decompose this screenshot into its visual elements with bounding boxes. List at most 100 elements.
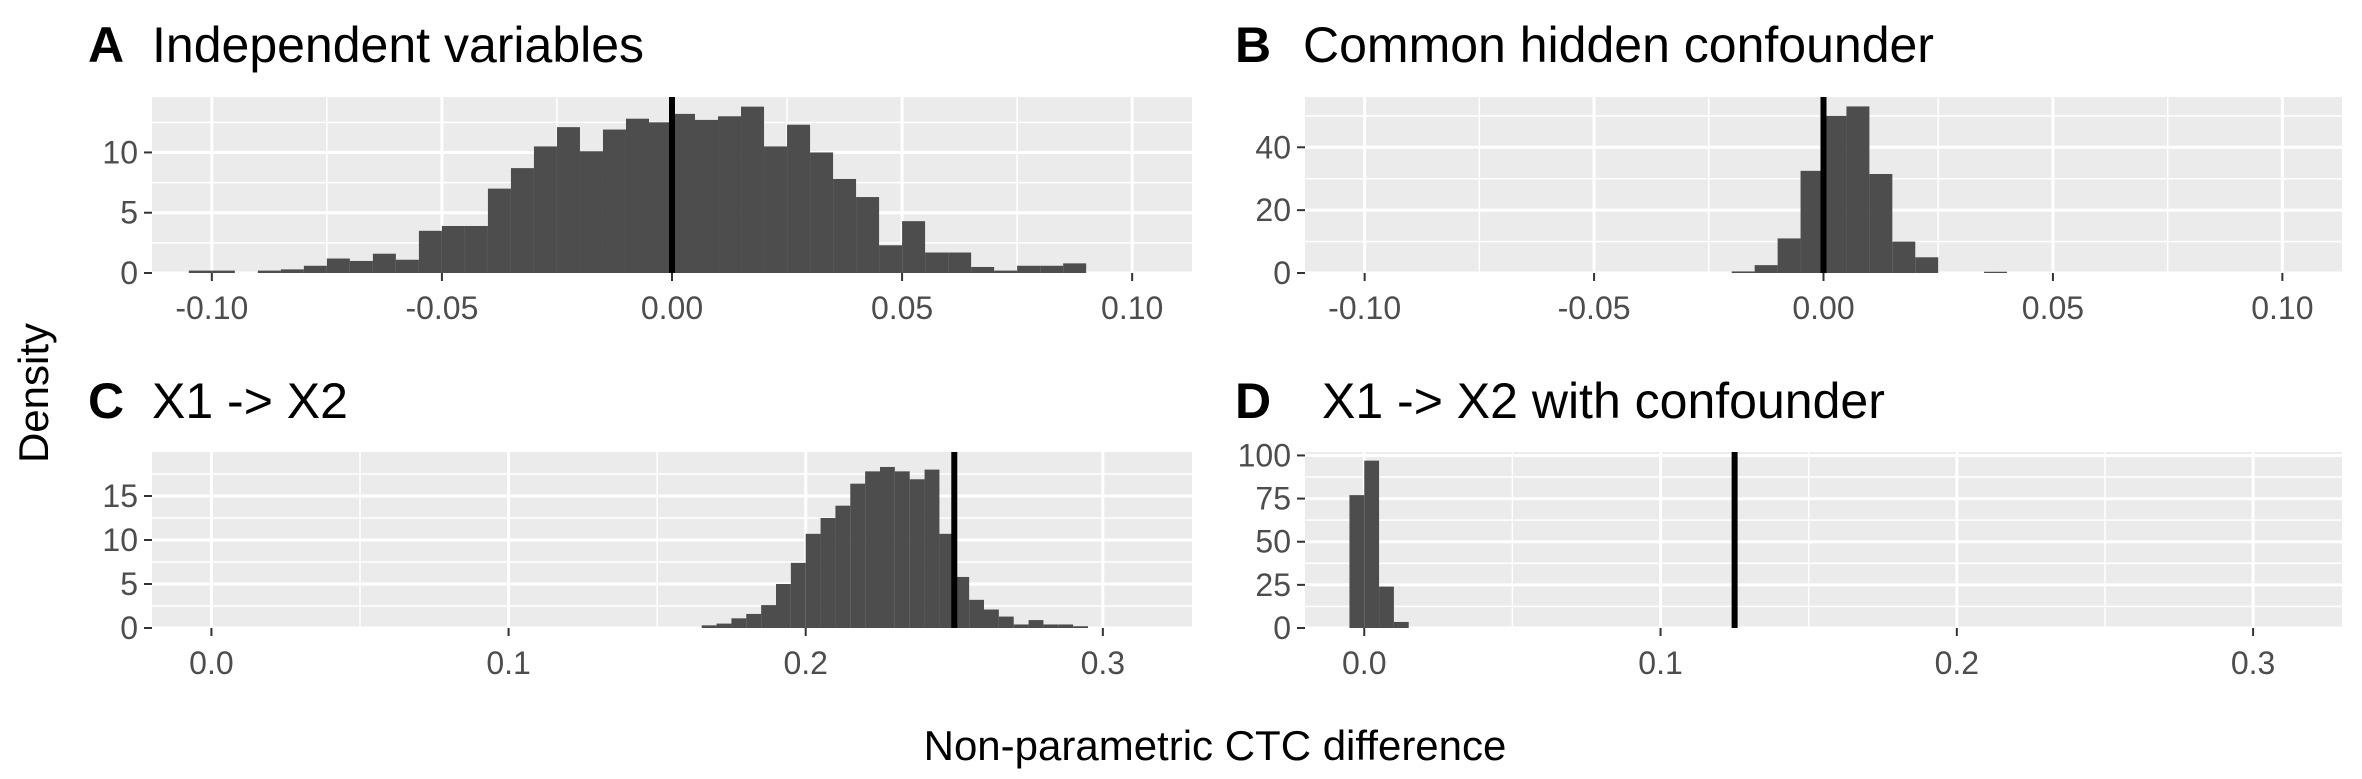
y-tick-label: 10 (102, 134, 138, 170)
histogram-bar (418, 230, 442, 273)
histogram-bar (1017, 265, 1041, 273)
histogram-bar (1028, 620, 1044, 628)
histogram-bar (1915, 257, 1939, 273)
histogram-bar (984, 609, 999, 628)
histogram-bar (579, 151, 603, 273)
histogram-bar (1393, 621, 1409, 628)
histogram-bar (971, 266, 995, 273)
histogram-bar (1800, 170, 1824, 273)
y-tick-label: 50 (1255, 524, 1291, 560)
panel-title: Common hidden confounder (1303, 17, 1934, 73)
histogram-bar (790, 562, 806, 628)
histogram-bar (741, 106, 765, 274)
panel-c: 0 5 10 15 0.0 0.1 0.2 0.3 C X1 -> X2 (88, 373, 1192, 681)
histogram-bar (716, 623, 732, 628)
x-tick-label: -0.05 (405, 290, 478, 326)
histogram-bar (954, 576, 970, 628)
histogram-bar (1063, 263, 1087, 273)
histogram-bar (349, 260, 373, 273)
x-tick-label: 0.2 (1935, 645, 1979, 681)
x-tick-label: -0.10 (175, 290, 248, 326)
histogram-bar (856, 197, 880, 273)
x-tick-label: 0.10 (1101, 290, 1163, 326)
panel-title: X1 -> X2 (152, 373, 348, 429)
histogram-bar (925, 252, 949, 273)
y-tick-label: 15 (102, 478, 138, 514)
y-tick-label: 0 (1273, 610, 1291, 646)
histogram-bar (718, 116, 742, 273)
x-axis-title: Non-parametric CTC difference (924, 722, 1507, 769)
x-tick-label: 0.00 (1792, 290, 1854, 326)
x-tick-label: 0.0 (189, 645, 233, 681)
histogram-bar (1043, 624, 1059, 628)
histogram-bar (672, 113, 696, 273)
panel-d: 0 25 50 75 100 0.0 0.1 0.2 0.3 D X1 -> X2 with con… (1235, 373, 2342, 681)
histogram-bar (533, 146, 557, 273)
y-tick-label: 100 (1238, 437, 1291, 473)
histogram-bar (805, 533, 821, 628)
histogram-bar (487, 188, 511, 273)
x-tick-label: 0.1 (486, 645, 530, 681)
histogram-bar (701, 625, 717, 628)
y-tick-label: 0 (1273, 255, 1291, 291)
histogram-bar (303, 265, 327, 273)
histogram-bar (1892, 241, 1916, 273)
histogram-bar (1869, 174, 1893, 273)
x-tick-label: -0.05 (1558, 290, 1631, 326)
y-tick-label: 75 (1255, 481, 1291, 517)
histogram-bar (1013, 624, 1029, 628)
histogram-bar (1846, 106, 1870, 273)
histogram-bar (850, 483, 866, 628)
y-tick-label: 20 (1255, 192, 1291, 228)
x-tick-label: 0.0 (1342, 645, 1386, 681)
histogram-bar (902, 221, 926, 273)
panel-letter: D (1235, 373, 1271, 429)
histogram-bar (1754, 265, 1778, 273)
histogram-bar (464, 225, 488, 273)
x-tick-label: 0.3 (1081, 645, 1125, 681)
histogram-bar (909, 479, 925, 628)
histogram-bar (1984, 271, 2008, 273)
x-tick-label: 0.05 (2022, 290, 2084, 326)
histogram-bar (810, 152, 834, 273)
histogram-bar (395, 259, 419, 273)
histogram-bar (1379, 586, 1394, 628)
histogram-bar (1777, 238, 1801, 273)
histogram-bar (939, 533, 955, 628)
histogram-bar (880, 466, 895, 628)
y-tick-label: 25 (1255, 567, 1291, 603)
histogram-bar (820, 518, 836, 628)
histogram-bar (1731, 271, 1755, 273)
plot-background (1305, 452, 2342, 628)
y-axis-title: Density (10, 323, 57, 463)
histogram-bar (556, 127, 580, 273)
histogram-bar (625, 118, 649, 273)
panel-b: 0 20 40 -0.10 -0.05 0.00 0.05 0.10 B Common hidde… (1235, 17, 2342, 326)
histogram-bar (372, 253, 396, 273)
histogram-bar (998, 616, 1014, 628)
y-tick-label: 10 (102, 522, 138, 558)
panel-a: 0 5 10 -0.10 -0.05 0.00 0.05 0.10 A Independent v… (88, 17, 1192, 326)
histogram-bar (948, 252, 972, 273)
histogram-bar (188, 270, 212, 273)
histogram-bar (280, 269, 304, 273)
histogram-bar (441, 225, 465, 273)
y-tick-label: 40 (1255, 129, 1291, 165)
histogram-bar (776, 584, 791, 628)
x-tick-label: 0.3 (2231, 645, 2275, 681)
histogram-bar (648, 122, 672, 274)
histogram-bar (787, 124, 811, 273)
histogram-bar (510, 168, 534, 273)
histogram-bar (1349, 495, 1365, 628)
x-tick-label: 0.05 (871, 290, 933, 326)
y-tick-label: 0 (120, 610, 138, 646)
x-tick-label: 0.1 (1638, 645, 1682, 681)
histogram-bar (1058, 624, 1074, 628)
x-tick-label: 0.00 (641, 290, 703, 326)
histogram-bar (835, 505, 851, 628)
histogram-bar (746, 613, 762, 628)
panel-title: Independent variables (152, 17, 644, 73)
histogram-bar (764, 146, 788, 273)
histogram-bar (969, 599, 984, 628)
